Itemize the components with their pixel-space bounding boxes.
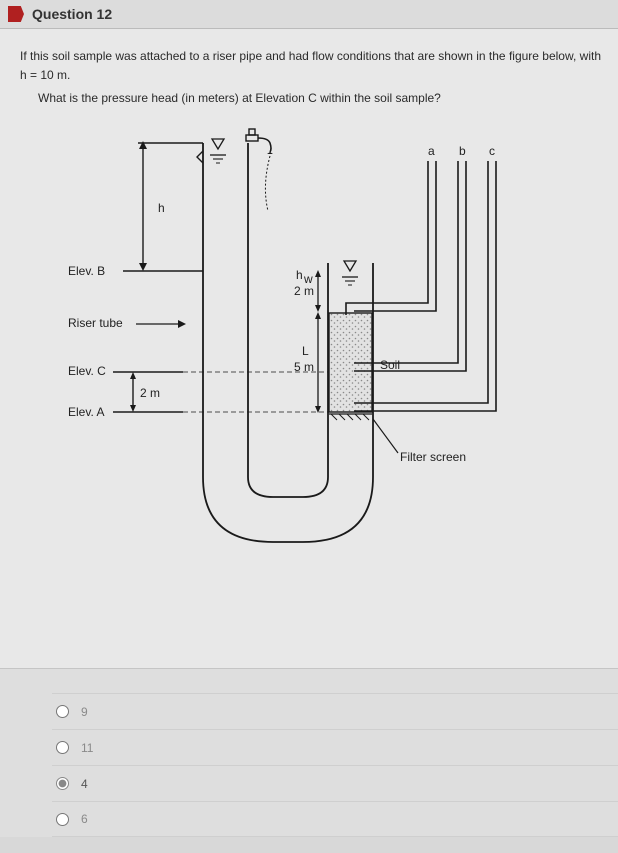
answer-option-2[interactable]: 11 xyxy=(52,729,618,765)
elev-c-label: Elev. C xyxy=(68,364,106,378)
h-label: h xyxy=(158,201,165,215)
answer-radio-1[interactable] xyxy=(56,705,69,718)
filter-screen-hatch xyxy=(329,414,372,420)
b-label: b xyxy=(459,144,466,158)
water-level-right xyxy=(342,261,358,285)
riser-tube-label: Riser tube xyxy=(68,316,123,330)
question-para1: If this soil sample was attached to a ri… xyxy=(20,49,601,82)
a-label: a xyxy=(428,144,435,158)
answer-label-1: 9 xyxy=(81,705,88,719)
h-dimension: h xyxy=(138,141,203,271)
soil-label: Soil xyxy=(380,358,400,372)
faucet-icon xyxy=(246,129,273,211)
question-number: Question 12 xyxy=(32,6,112,22)
question-marker-icon xyxy=(8,6,24,22)
l-label: L xyxy=(302,344,309,358)
hw-value: 2 m xyxy=(294,284,314,298)
elev-a-label: Elev. A xyxy=(68,405,104,419)
answer-option-1[interactable]: 9 xyxy=(52,693,618,729)
answer-radio-4[interactable] xyxy=(56,813,69,826)
answer-label-3: 4 xyxy=(81,777,88,791)
question-header: Question 12 xyxy=(0,0,618,29)
answer-options: 9 11 4 6 xyxy=(0,669,618,837)
elev-b-label: Elev. B xyxy=(68,264,105,278)
answer-label-2: 11 xyxy=(81,741,93,755)
two-m-label: 2 m xyxy=(140,386,160,400)
answer-option-3[interactable]: 4 xyxy=(52,765,618,801)
filter-screen-label: Filter screen xyxy=(400,450,466,464)
answer-label-4: 6 xyxy=(81,812,88,826)
hw-dimension: h w 2 m xyxy=(294,268,321,312)
answer-radio-3[interactable] xyxy=(56,777,69,790)
question-para2: What is the pressure head (in meters) at… xyxy=(20,89,604,108)
answer-radio-2[interactable] xyxy=(56,741,69,754)
figure-diagram: h Elev. B Riser tube Elev. C 2 m Elev. A xyxy=(48,127,558,597)
water-level-left xyxy=(210,139,226,163)
answer-option-4[interactable]: 6 xyxy=(52,801,618,837)
question-body: If this soil sample was attached to a ri… xyxy=(0,29,618,669)
svg-text:h: h xyxy=(296,268,303,282)
l-dimension: L 5 m xyxy=(294,312,321,413)
c-label: c xyxy=(489,144,495,158)
question-text: If this soil sample was attached to a ri… xyxy=(20,47,604,109)
